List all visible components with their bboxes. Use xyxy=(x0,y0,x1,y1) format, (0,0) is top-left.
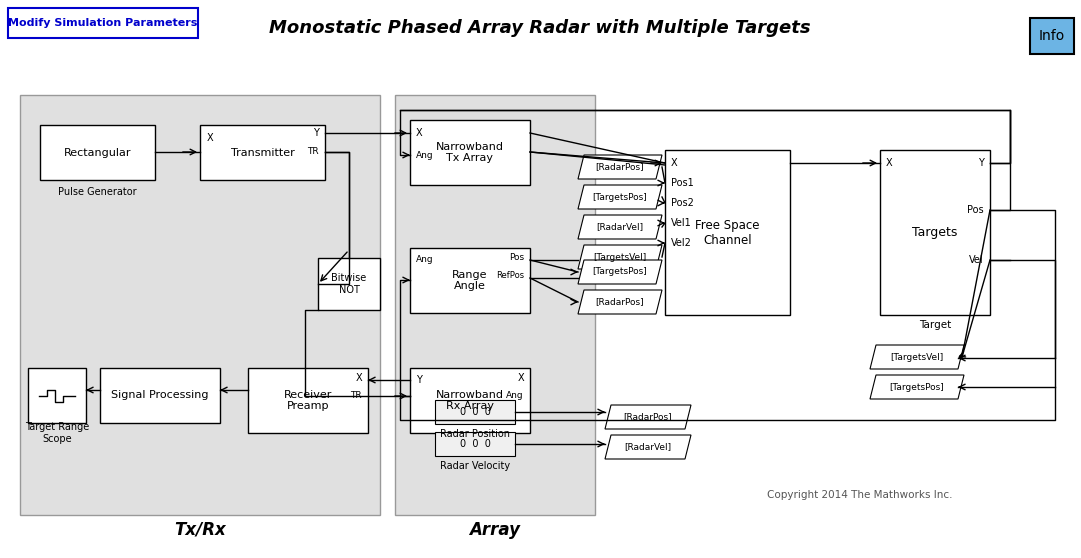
Text: Y: Y xyxy=(313,128,319,138)
Text: Tx/Rx: Tx/Rx xyxy=(174,521,226,539)
Text: Pulse Generator: Pulse Generator xyxy=(58,187,137,197)
Text: TR: TR xyxy=(307,147,319,156)
Text: [RadarVel]: [RadarVel] xyxy=(597,223,643,232)
Text: X: X xyxy=(206,133,214,143)
Text: Narrowband
Tx Array: Narrowband Tx Array xyxy=(436,142,504,163)
Bar xyxy=(248,368,368,433)
Bar xyxy=(435,400,515,424)
Text: Target: Target xyxy=(919,320,951,330)
Polygon shape xyxy=(578,155,662,179)
Text: Copyright 2014 The Mathworks Inc.: Copyright 2014 The Mathworks Inc. xyxy=(768,490,952,500)
Polygon shape xyxy=(578,185,662,209)
Text: Pos: Pos xyxy=(967,205,984,215)
Text: [TargetsVel]: [TargetsVel] xyxy=(891,353,944,362)
Polygon shape xyxy=(605,435,691,459)
Text: X: X xyxy=(518,373,524,383)
Text: Receiver
Preamp: Receiver Preamp xyxy=(284,389,332,411)
Bar xyxy=(410,368,530,433)
Text: Pos1: Pos1 xyxy=(671,178,694,188)
Text: Targets: Targets xyxy=(912,226,958,239)
Text: [TargetsPos]: [TargetsPos] xyxy=(592,267,648,277)
Bar xyxy=(200,125,325,180)
Text: [RadarVel]: [RadarVel] xyxy=(625,442,671,451)
Text: Vel2: Vel2 xyxy=(671,238,692,248)
Text: Radar Position: Radar Position xyxy=(440,429,510,439)
Polygon shape xyxy=(578,290,662,314)
Bar xyxy=(410,248,530,313)
Bar xyxy=(395,95,595,515)
Bar xyxy=(318,258,381,310)
Text: Ang: Ang xyxy=(416,151,433,160)
Bar xyxy=(21,95,381,515)
Bar xyxy=(435,432,515,456)
Bar xyxy=(8,8,198,38)
Text: [RadarPos]: [RadarPos] xyxy=(596,162,644,171)
Text: Modify Simulation Parameters: Modify Simulation Parameters xyxy=(9,18,198,28)
Text: Ang: Ang xyxy=(506,392,524,401)
Polygon shape xyxy=(605,405,691,429)
Bar xyxy=(1030,18,1075,54)
Text: Vel: Vel xyxy=(970,255,984,265)
Text: X: X xyxy=(671,158,678,168)
Text: Rectangular: Rectangular xyxy=(64,147,131,157)
Text: Pos: Pos xyxy=(509,253,524,262)
Text: Ang: Ang xyxy=(416,256,433,264)
Text: Monostatic Phased Array Radar with Multiple Targets: Monostatic Phased Array Radar with Multi… xyxy=(269,19,811,37)
Polygon shape xyxy=(870,345,964,369)
Text: Vel1: Vel1 xyxy=(671,218,692,228)
Polygon shape xyxy=(578,215,662,239)
Text: X: X xyxy=(356,373,362,383)
Text: X: X xyxy=(886,158,893,168)
Text: Narrowband
Rx Array: Narrowband Rx Array xyxy=(436,389,504,411)
Text: Signal Processing: Signal Processing xyxy=(111,391,209,401)
Text: 0  0  0: 0 0 0 xyxy=(459,439,491,449)
Text: Array: Array xyxy=(469,521,520,539)
Text: Target Range
Scope: Target Range Scope xyxy=(25,422,89,444)
Text: Radar Velocity: Radar Velocity xyxy=(440,461,510,471)
Polygon shape xyxy=(578,260,662,284)
Text: Y: Y xyxy=(416,375,422,385)
Bar xyxy=(40,125,155,180)
Text: Free Space
Channel: Free Space Channel xyxy=(695,219,760,247)
Text: [TargetsVel]: [TargetsVel] xyxy=(593,253,646,262)
Polygon shape xyxy=(578,245,662,269)
Text: Range
Angle: Range Angle xyxy=(452,270,488,291)
Text: [RadarPos]: [RadarPos] xyxy=(624,412,672,421)
Text: Y: Y xyxy=(978,158,984,168)
Text: 0  0  0: 0 0 0 xyxy=(459,407,491,417)
Text: Info: Info xyxy=(1039,29,1065,43)
Text: Pos2: Pos2 xyxy=(671,198,694,208)
Polygon shape xyxy=(870,375,964,399)
Bar xyxy=(410,120,530,185)
Text: TR: TR xyxy=(350,392,362,401)
Bar xyxy=(101,368,221,423)
Bar xyxy=(880,150,990,315)
Bar xyxy=(665,150,790,315)
Text: Bitwise
NOT: Bitwise NOT xyxy=(332,273,366,295)
Text: [TargetsPos]: [TargetsPos] xyxy=(890,382,945,392)
Bar xyxy=(28,368,86,423)
Text: Transmitter: Transmitter xyxy=(230,147,294,157)
Text: [RadarPos]: [RadarPos] xyxy=(596,297,644,306)
Text: X: X xyxy=(416,128,423,138)
Text: RefPos: RefPos xyxy=(496,272,524,281)
Text: [TargetsPos]: [TargetsPos] xyxy=(592,193,648,201)
